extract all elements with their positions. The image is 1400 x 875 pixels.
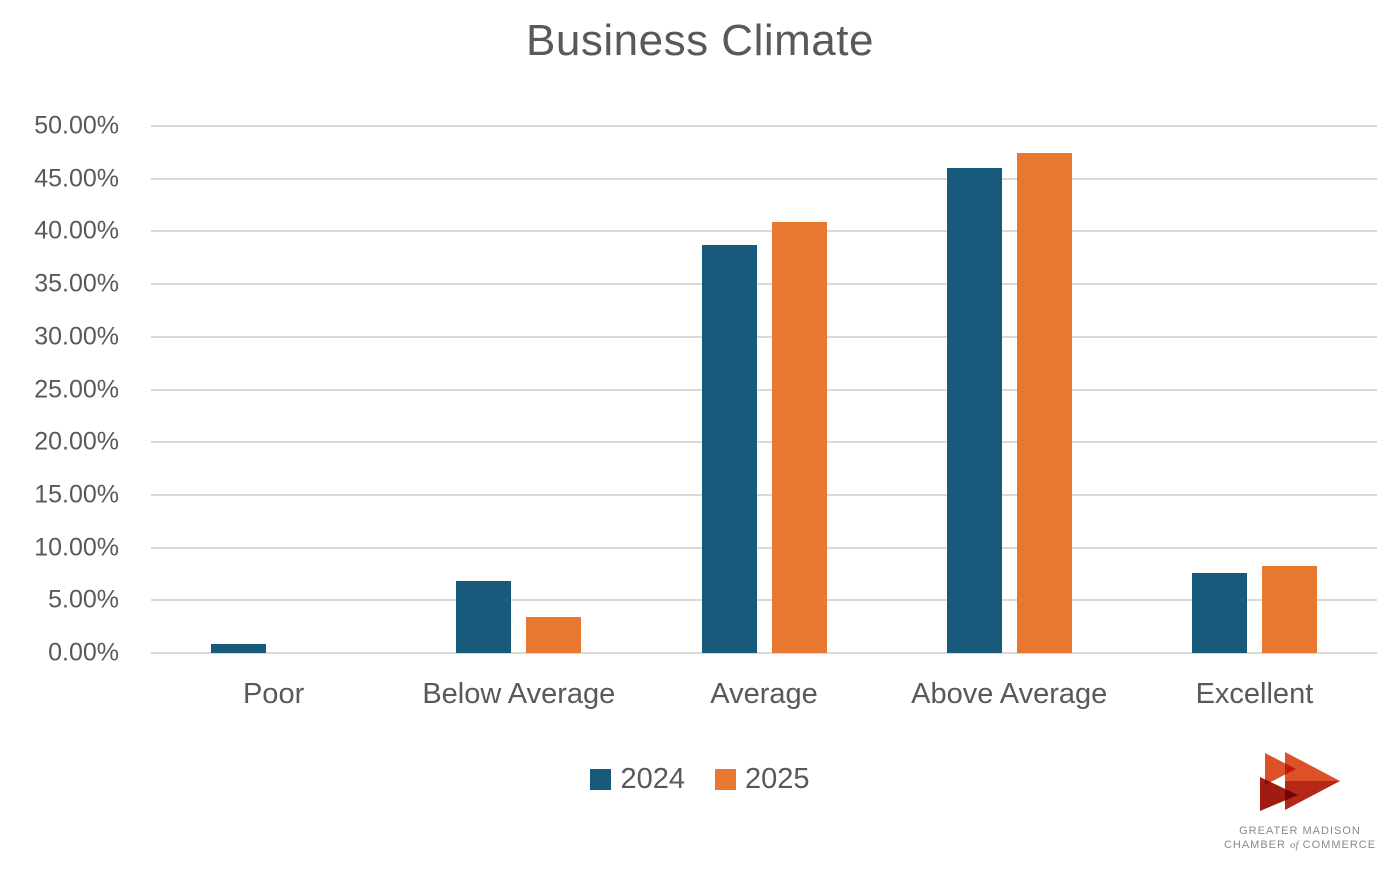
legend-item-2025: 2025: [715, 763, 810, 796]
y-axis-labels: 0.00% 5.00% 10.00% 15.00% 20.00% 25.00% 30.00%…: [0, 112, 119, 667]
legend-swatch-2025: [715, 769, 736, 790]
gridline: [151, 441, 1377, 444]
y-tick-label: 5.00%: [48, 585, 119, 614]
gridline: [151, 388, 1377, 391]
logo-triangle-large-bottom: [1285, 781, 1340, 810]
y-tick-label: 35.00%: [34, 269, 119, 298]
gridline: [151, 546, 1377, 549]
logo-text-line1: GREATER MADISON: [1239, 825, 1361, 837]
bar-group-average: [641, 126, 886, 653]
x-axis-label-below-average: Below Average: [422, 678, 616, 710]
legend-item-2024: 2024: [590, 763, 685, 796]
bar-group-above-average: [887, 126, 1132, 653]
bar-2025-excellent: [1261, 565, 1317, 653]
legend-label-2025: 2025: [745, 763, 810, 795]
chamber-logo: GREATER MADISON CHAMBER of COMMERCE: [1222, 750, 1378, 851]
bar-group-below-average: [396, 126, 641, 653]
y-tick-label: 25.00%: [34, 375, 119, 403]
bar-2024-excellent: [1191, 572, 1247, 653]
logo-triangle-small-top: [1265, 753, 1296, 785]
bar-group-poor: [151, 126, 396, 653]
bar-2024-below-average: [456, 581, 512, 653]
gridline: [151, 599, 1377, 602]
x-axis-label-excellent: Excellent: [1195, 678, 1314, 710]
bar-2025-above-average: [1016, 153, 1072, 653]
x-axis-label-poor: Poor: [242, 678, 305, 710]
chart-title: Business Climate: [526, 16, 874, 65]
y-tick-label: 30.00%: [34, 322, 119, 351]
bar-2024-average: [701, 245, 757, 653]
gridline: [151, 493, 1377, 496]
y-tick-label: 40.00%: [34, 216, 119, 245]
x-axis-label-average: Average: [710, 678, 818, 710]
gridline: [151, 335, 1377, 338]
chart-legend: 2024 2025: [0, 763, 1400, 796]
logo-text-commerce: COMMERCE: [1302, 839, 1377, 851]
gridline: [151, 283, 1377, 286]
logo-text-line2: CHAMBER of COMMERCE: [1224, 839, 1376, 851]
legend-swatch-2024: [590, 769, 612, 790]
y-tick-label: 45.00%: [34, 164, 119, 193]
bar-2024-poor: [211, 643, 267, 653]
gridline: [151, 125, 1377, 127]
gridline: [151, 652, 1377, 654]
plot-area: [151, 125, 1377, 654]
y-tick-label: 0.00%: [48, 638, 119, 667]
bar-2024-above-average: [946, 168, 1002, 653]
legend-label-2024: 2024: [620, 763, 685, 795]
y-tick-label: 50.00%: [34, 111, 119, 140]
logo-triangle-small-bottom: [1260, 777, 1298, 811]
logo-text-of: of: [1290, 839, 1299, 851]
y-tick-label: 20.00%: [34, 427, 119, 456]
logo-text-chamber: CHAMBER: [1223, 839, 1286, 851]
fast-forward-arrows-icon: [1260, 752, 1340, 811]
x-axis-label-above-average: Above Average: [911, 678, 1108, 710]
gridline: [151, 177, 1377, 180]
bar-group-excellent: [1132, 126, 1377, 653]
gridline: [151, 230, 1377, 233]
logo-triangle-large-top: [1285, 752, 1340, 781]
bar-groups: [151, 126, 1377, 653]
bar-2025-below-average: [526, 617, 582, 653]
y-tick-label: 10.00%: [34, 533, 119, 562]
bar-2025-average: [771, 221, 827, 653]
x-axis-labels: Poor Below Average Average Above Average Exc…: [151, 678, 1377, 711]
y-tick-label: 15.00%: [34, 480, 119, 509]
